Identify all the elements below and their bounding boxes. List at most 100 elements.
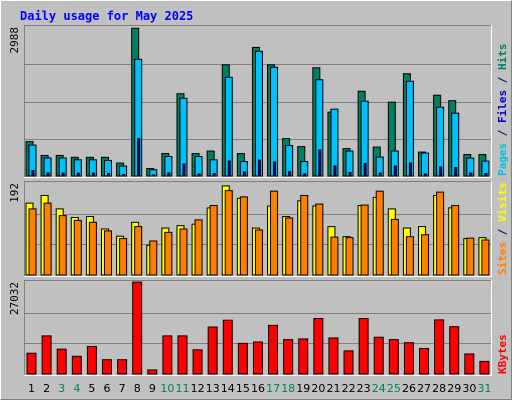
- pages-bar: [363, 163, 367, 177]
- day-label: 31: [477, 382, 491, 395]
- legend-item-2-0: KBytes: [496, 334, 509, 374]
- pages-bar: [378, 172, 382, 177]
- day-label: 15: [236, 382, 250, 395]
- panel-bottom: 27032 KBytes: [8, 280, 509, 376]
- kbytes-bar: [147, 369, 158, 375]
- kbytes-bar: [449, 326, 460, 375]
- pages-bar: [91, 172, 95, 177]
- sites-bar: [436, 191, 445, 276]
- day-label: 5: [88, 382, 95, 395]
- chart-title: Daily usage for May 2025: [20, 9, 193, 23]
- panel-middle-legend: Sites / Visits: [496, 182, 509, 275]
- pages-bar: [469, 172, 473, 177]
- kbytes-bar: [132, 281, 143, 375]
- kbytes-bar: [268, 324, 279, 375]
- kbytes-bar: [328, 337, 339, 375]
- sites-bar: [405, 236, 414, 276]
- files-bar: [254, 50, 263, 177]
- pages-bar: [152, 174, 156, 177]
- kbytes-bar: [403, 342, 414, 375]
- pages-bar: [122, 174, 126, 177]
- day-label: 18: [281, 382, 295, 395]
- pages-bar: [212, 173, 216, 177]
- sites-bar: [28, 208, 37, 276]
- day-labels: 1 2 3 4 5 6 7 8 9 10 11 12 13 14 15 16 17 18 19 20 21 22 23 24 2…: [28, 382, 491, 395]
- kbytes-bar: [26, 352, 37, 375]
- sites-bar: [164, 231, 173, 276]
- pages-bar: [484, 173, 488, 177]
- kbytes-bar: [207, 326, 218, 375]
- day-label: 27: [417, 382, 431, 395]
- legend-item-0-2: Files: [496, 90, 509, 123]
- kbytes-bar: [358, 318, 369, 375]
- sites-bar: [466, 237, 475, 276]
- kbytes-bar: [388, 339, 399, 375]
- day-label: 3: [58, 382, 65, 395]
- day-label: 30: [462, 382, 476, 395]
- kbytes-bar: [283, 339, 294, 375]
- pages-bar: [182, 163, 186, 177]
- day-label: 24: [372, 382, 386, 395]
- sites-bar: [390, 218, 399, 276]
- kbytes-bar: [222, 319, 233, 375]
- sites-bar: [73, 219, 82, 276]
- day-label: 16: [251, 382, 265, 395]
- sites-bar: [224, 190, 233, 276]
- pages-bar: [288, 171, 292, 177]
- day-label: 2: [43, 382, 50, 395]
- legend-item-1-0: Sites: [496, 242, 509, 275]
- pages-bar: [167, 172, 171, 177]
- day-label: 21: [326, 382, 340, 395]
- sites-bar: [58, 215, 67, 276]
- pages-bar: [197, 173, 201, 177]
- day-label: 19: [296, 382, 310, 395]
- sites-bar: [119, 238, 128, 276]
- kbytes-bar: [71, 355, 82, 375]
- sites-bar: [345, 237, 354, 276]
- day-label: 29: [447, 382, 461, 395]
- sites-bar: [179, 228, 188, 276]
- kbytes-bar: [101, 359, 112, 375]
- pages-bar: [257, 159, 261, 177]
- day-label: 14: [221, 382, 235, 395]
- sites-bar: [209, 205, 218, 276]
- panel-middle-max-label: 192: [8, 183, 21, 203]
- sites-bar: [315, 203, 324, 276]
- legend-item-0-3: /: [496, 70, 509, 90]
- pages-bar: [424, 173, 428, 177]
- legend-item-0-1: /: [496, 123, 509, 143]
- kbytes-bar: [373, 336, 384, 375]
- legend-item-1-1: /: [496, 222, 509, 242]
- day-label: 26: [402, 382, 416, 395]
- sites-bar: [421, 234, 430, 276]
- legend-item-1-2: Visits: [496, 182, 509, 222]
- pages-bar: [273, 161, 277, 177]
- pages-bar: [227, 160, 231, 177]
- sites-bar: [300, 194, 309, 276]
- day-label: 7: [119, 382, 126, 395]
- day-label: 22: [342, 382, 356, 395]
- kbytes-bar: [252, 341, 263, 375]
- sites-bar: [270, 190, 279, 276]
- day-label: 23: [357, 382, 371, 395]
- kbytes-bar: [298, 338, 309, 375]
- sites-bar: [194, 219, 203, 276]
- panel-top-legend: Pages / Files / Hits: [496, 44, 509, 177]
- kbytes-bar: [479, 360, 490, 375]
- sites-bar: [285, 217, 294, 276]
- pages-bar: [46, 172, 50, 177]
- files-bar: [451, 112, 460, 177]
- day-label: 28: [432, 382, 446, 395]
- kbytes-bar: [434, 319, 445, 375]
- pages-bar: [106, 173, 110, 177]
- kbytes-bar: [162, 335, 173, 375]
- pages-bar: [76, 172, 80, 177]
- legend-item-0-4: Hits: [496, 44, 509, 71]
- pages-bar: [333, 165, 337, 177]
- sites-bar: [239, 196, 248, 276]
- pages-bar: [439, 166, 443, 177]
- files-bar: [405, 80, 414, 177]
- pages-bar: [303, 173, 307, 177]
- day-label: 13: [206, 382, 220, 395]
